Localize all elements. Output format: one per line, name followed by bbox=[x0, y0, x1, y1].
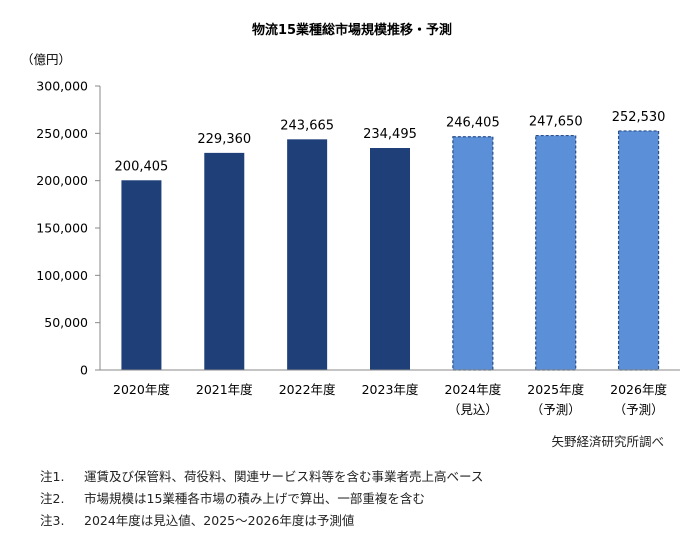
bar bbox=[535, 134, 577, 371]
bar bbox=[204, 152, 245, 370]
y-tick-label: 50,000 bbox=[44, 315, 88, 330]
y-tick-label: 200,000 bbox=[36, 173, 88, 188]
footnote-id: 注3. bbox=[40, 513, 65, 528]
bar bbox=[617, 130, 660, 371]
footnote: 注3. 2024年度は見込値、2025～2026年度は予測値 bbox=[40, 510, 483, 532]
bar-value-label: 252,530 bbox=[612, 110, 666, 125]
bar-value-label: 229,360 bbox=[197, 132, 251, 147]
x-category-label: 2020年度 bbox=[113, 382, 170, 397]
footnote-id: 注2. bbox=[40, 491, 65, 506]
bar bbox=[121, 180, 162, 370]
footnote: 注1. 運賃及び保管料、荷役料、関連サービス料等を含む事業者売上高ベース bbox=[40, 466, 483, 488]
y-tick-label: 300,000 bbox=[36, 79, 88, 94]
y-tick-label: 100,000 bbox=[36, 268, 88, 283]
y-axis-unit-label: （億円） bbox=[21, 52, 71, 67]
chart-title: 物流15業種総市場規模推移・予測 bbox=[252, 22, 452, 38]
footnote-text: 市場規模は15業種各市場の積み上げで算出、一部重複を含む bbox=[84, 491, 425, 506]
footnote-text: 運賃及び保管料、荷役料、関連サービス料等を含む事業者売上高ベース bbox=[84, 469, 484, 484]
footnote: 注2. 市場規模は15業種各市場の積み上げで算出、一部重複を含む bbox=[40, 488, 483, 510]
footnotes: 注1. 運賃及び保管料、荷役料、関連サービス料等を含む事業者売上高ベース 注2.… bbox=[40, 466, 483, 532]
x-category-label: 2021年度 bbox=[196, 382, 253, 397]
bar bbox=[287, 139, 328, 370]
source-credit: 矢野経済研究所調べ bbox=[551, 434, 664, 449]
bar-value-label: 234,495 bbox=[363, 127, 417, 142]
x-category-sublabel: （見込） bbox=[448, 402, 498, 417]
footnote-text: 2024年度は見込値、2025～2026年度は予測値 bbox=[84, 513, 355, 528]
bar-value-label: 247,650 bbox=[529, 115, 583, 130]
y-tick-label: 0 bbox=[80, 363, 88, 378]
footnote-id: 注1. bbox=[40, 469, 65, 484]
x-category-sublabel: （予測） bbox=[614, 402, 664, 417]
bar bbox=[452, 136, 494, 371]
bar bbox=[370, 148, 410, 370]
x-category-sublabel: （予測） bbox=[531, 402, 581, 417]
x-category-label: 2025年度 bbox=[527, 382, 584, 397]
bar-value-label: 243,665 bbox=[280, 118, 334, 133]
bar-value-label: 200,405 bbox=[115, 159, 169, 174]
bar-chart: 物流15業種総市場規模推移・予測 （億円） 0 50,000 100,000 150,… bbox=[21, 22, 680, 417]
x-category-label: 2022年度 bbox=[279, 382, 336, 397]
x-category-label: 2023年度 bbox=[362, 382, 419, 397]
bar-value-label: 246,405 bbox=[446, 116, 500, 131]
x-category-label: 2026年度 bbox=[610, 382, 667, 397]
x-category-label: 2024年度 bbox=[444, 382, 501, 397]
y-tick-label: 150,000 bbox=[36, 221, 88, 236]
y-tick-label: 250,000 bbox=[36, 126, 88, 141]
